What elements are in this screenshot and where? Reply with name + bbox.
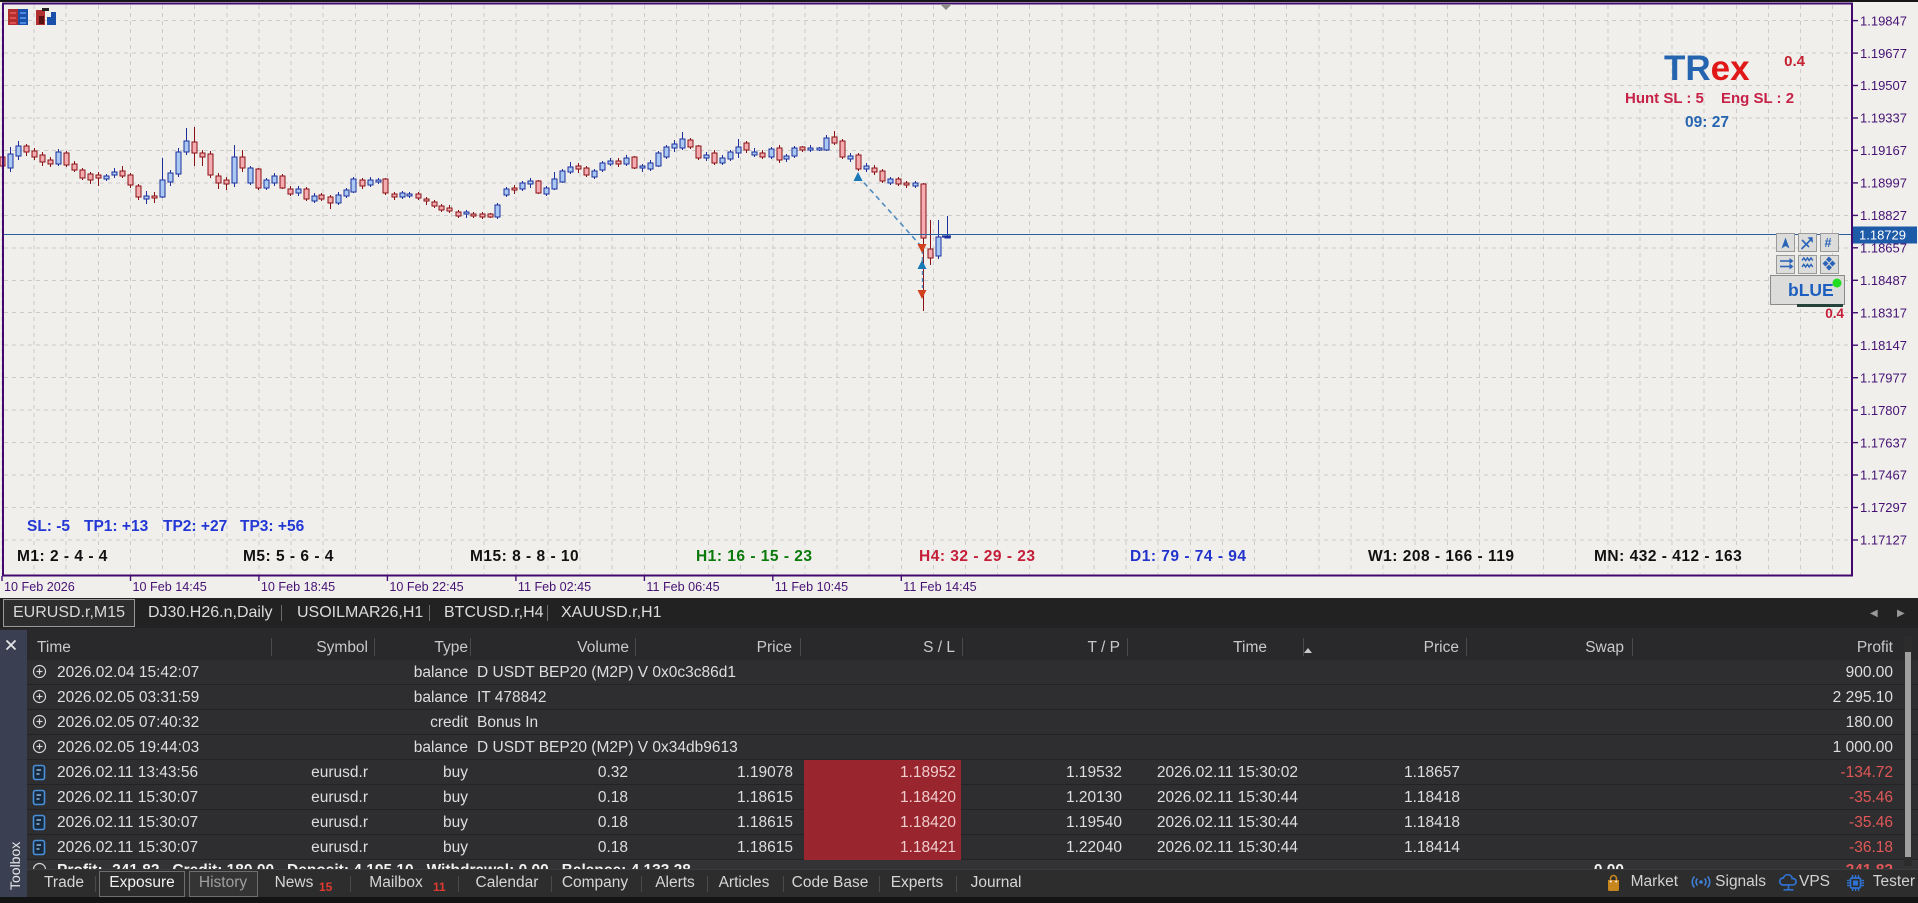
svg-text:10 Feb 18:45: 10 Feb 18:45 [261, 580, 335, 594]
svg-text:#: # [1825, 236, 1832, 250]
svg-text:SL: -5: SL: -5 [27, 518, 70, 535]
svg-text:0.4: 0.4 [1825, 306, 1844, 321]
svg-text:H1: 16 - 15 - 23: H1: 16 - 15 - 23 [696, 548, 813, 565]
svg-text:1.18317: 1.18317 [1860, 305, 1907, 320]
svg-text:0.4: 0.4 [1784, 53, 1806, 70]
svg-text:Hunt SL : 5: Hunt SL : 5 [1625, 90, 1704, 107]
svg-text:1.17977: 1.17977 [1860, 370, 1907, 385]
svg-text:09: 27: 09: 27 [1685, 114, 1729, 131]
svg-text:1.18487: 1.18487 [1860, 273, 1907, 288]
svg-text:1.18997: 1.18997 [1860, 176, 1907, 191]
svg-text:10 Feb 2026: 10 Feb 2026 [4, 580, 75, 594]
svg-text:D1: 79 - 74 - 94: D1: 79 - 74 - 94 [1130, 548, 1247, 565]
svg-text:M15: 8 - 8 - 10: M15: 8 - 8 - 10 [470, 548, 579, 565]
svg-text:bLUE: bLUE [1788, 280, 1834, 300]
svg-text:1.18729: 1.18729 [1859, 228, 1906, 243]
svg-text:1.19337: 1.19337 [1860, 111, 1907, 126]
svg-text:11 Feb 06:45: 11 Feb 06:45 [646, 580, 719, 594]
svg-text:1.17297: 1.17297 [1860, 500, 1907, 515]
svg-text:1.17637: 1.17637 [1860, 435, 1907, 450]
svg-text:1.18657: 1.18657 [1860, 241, 1907, 256]
svg-text:11 Feb 14:45: 11 Feb 14:45 [903, 580, 976, 594]
svg-text:10 Feb 22:45: 10 Feb 22:45 [389, 580, 463, 594]
svg-text:TRex: TRex [1664, 49, 1750, 88]
svg-text:H4: 32 - 29 - 23: H4: 32 - 29 - 23 [919, 548, 1036, 565]
svg-text:TP2: +27: TP2: +27 [163, 518, 227, 535]
svg-text:M5: 5 - 6 - 4: M5: 5 - 6 - 4 [243, 548, 334, 565]
svg-text:M1: 2 - 4 - 4: M1: 2 - 4 - 4 [17, 548, 108, 565]
svg-text:1.18827: 1.18827 [1860, 208, 1907, 223]
svg-text:W1: 208 - 166 - 119: W1: 208 - 166 - 119 [1368, 548, 1515, 565]
svg-text:11 Feb 10:45: 11 Feb 10:45 [775, 580, 848, 594]
svg-text:11 Feb 02:45: 11 Feb 02:45 [518, 580, 591, 594]
svg-text:1.17807: 1.17807 [1860, 403, 1907, 418]
svg-text:MN: 432 - 412 - 163: MN: 432 - 412 - 163 [1594, 548, 1742, 565]
svg-text:1.19677: 1.19677 [1860, 46, 1907, 61]
svg-text:TP3: +56: TP3: +56 [240, 518, 305, 535]
svg-text:1.17127: 1.17127 [1860, 533, 1907, 548]
svg-text:1.19507: 1.19507 [1860, 78, 1907, 93]
svg-text:10 Feb 14:45: 10 Feb 14:45 [133, 580, 207, 594]
svg-text:Eng SL : 2: Eng SL : 2 [1721, 90, 1794, 107]
svg-text:1.19847: 1.19847 [1860, 13, 1907, 28]
svg-text:1.17467: 1.17467 [1860, 468, 1907, 483]
svg-text:TP1: +13: TP1: +13 [84, 518, 149, 535]
svg-text:1.19167: 1.19167 [1860, 143, 1907, 158]
svg-text:1.18147: 1.18147 [1860, 338, 1907, 353]
